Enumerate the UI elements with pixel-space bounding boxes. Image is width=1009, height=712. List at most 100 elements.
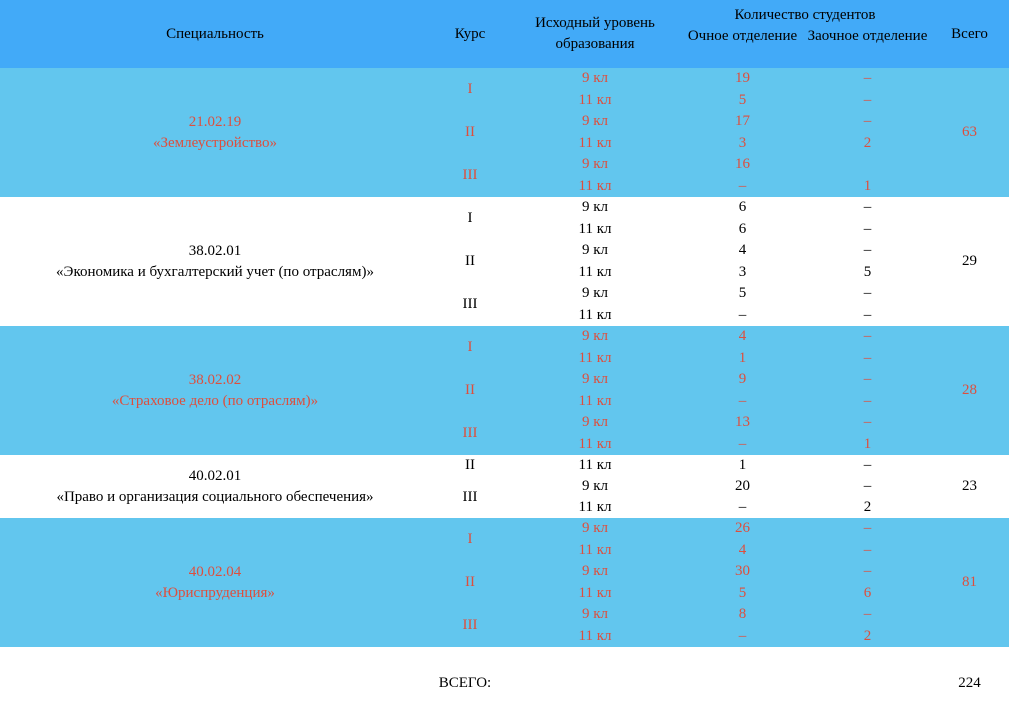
full-time-column: 19 5 17 3 16 –: [680, 68, 805, 197]
full-time-count-cell: 3: [738, 263, 747, 280]
education-level-cell: 11 кл: [578, 349, 612, 366]
header-total: Всего: [951, 25, 988, 42]
header-education-level: Исходный уровень образования: [535, 15, 655, 52]
full-time-count-cell: –: [738, 392, 747, 409]
full-time-count-cell: 6: [738, 220, 747, 237]
full-time-count-cell: 4: [738, 328, 747, 345]
course-column: I II III: [430, 197, 510, 326]
course-cell: I: [467, 339, 473, 355]
part-time-count-cell: –: [863, 541, 872, 558]
education-level-cell: 11 кл: [578, 457, 612, 473]
education-level-cell: 9 кл: [581, 113, 609, 130]
full-time-count-cell: –: [738, 435, 747, 452]
course-column: I II III: [430, 518, 510, 647]
education-level-cell: 9 кл: [581, 285, 609, 302]
full-time-count-cell: 6: [738, 199, 747, 216]
part-time-count-cell: –: [863, 220, 872, 237]
part-time-count-cell: 5: [863, 263, 872, 280]
part-time-count-cell: [805, 154, 930, 176]
full-time-column: 26 4 30 5 8 –: [680, 518, 805, 647]
full-time-count-cell: 4: [738, 242, 747, 259]
education-level-cell: 11 кл: [578, 91, 612, 108]
specialty-name: «Страховое дело (по отраслям)»: [111, 392, 319, 409]
specialty-cell: 40.02.04 «Юриспруденция»: [0, 518, 430, 647]
part-time-count-cell: –: [863, 91, 872, 108]
part-time-count-cell: –: [863, 392, 872, 409]
block-total-cell: 81: [962, 574, 977, 590]
education-level-cell: 9 кл: [581, 606, 609, 623]
full-time-count-cell: 1: [738, 457, 747, 473]
course-cell: I: [467, 210, 473, 226]
part-time-count-cell: –: [863, 328, 872, 345]
part-time-column: – – – 6 – 2: [805, 518, 930, 647]
specialty-code: 40.02.01: [188, 467, 242, 484]
course-column: II III: [430, 455, 510, 518]
part-time-count-cell: –: [863, 306, 872, 323]
full-time-column: 6 6 4 3 5 –: [680, 197, 805, 326]
education-level-cell: 9 кл: [581, 478, 609, 494]
header-students-count: Количество студентов: [734, 7, 876, 23]
block-38-02-02: 38.02.02 «Страховое дело (по отраслям)» …: [0, 326, 1009, 455]
part-time-count-cell: –: [863, 371, 872, 388]
specialty-code: 40.02.04: [188, 563, 242, 580]
full-time-count-cell: 30: [735, 563, 750, 580]
full-time-count-cell: 26: [735, 520, 750, 537]
education-level-cell: 11 кл: [578, 499, 612, 515]
block-total-cell: 29: [962, 253, 977, 269]
full-time-column: 4 1 9 – 13 –: [680, 326, 805, 455]
full-time-count-cell: –: [738, 177, 747, 194]
education-level-cell: 9 кл: [581, 70, 609, 87]
block-total-cell: 28: [962, 382, 977, 398]
full-time-column: 1 20 –: [680, 455, 805, 518]
part-time-count-cell: 2: [863, 627, 872, 644]
grand-total-label: ВСЕГО:: [438, 675, 492, 691]
part-time-count-cell: –: [863, 349, 872, 366]
header-students-group: Количество студентов Очное отделение Зао…: [680, 0, 930, 68]
header-students-subrow: Очное отделение Заочное отделение: [680, 24, 930, 68]
education-level-cell: 11 кл: [578, 435, 612, 452]
course-column: I II III: [430, 326, 510, 455]
education-level-cell: 9 кл: [581, 563, 609, 580]
block-38-02-01: 38.02.01 «Экономика и бухгалтерский учет…: [0, 197, 1009, 326]
full-time-count-cell: 1: [738, 349, 747, 366]
full-time-count-cell: 3: [738, 134, 747, 151]
education-level-cell: 11 кл: [578, 627, 612, 644]
specialty-name: «Экономика и бухгалтерский учет (по отра…: [56, 263, 374, 280]
block-total-cell: 23: [962, 478, 977, 494]
specialty-name: «Юриспруденция»: [155, 584, 275, 601]
education-level-column: 9 кл 11 кл 9 кл 11 кл 9 кл 11 кл: [510, 68, 680, 197]
part-time-count-cell: –: [863, 457, 872, 473]
full-time-count-cell: 19: [735, 70, 750, 87]
part-time-count-cell: –: [863, 285, 872, 302]
specialty-code: 38.02.02: [188, 371, 242, 388]
course-cell: I: [467, 531, 473, 547]
course-cell: III: [462, 425, 478, 441]
part-time-count-cell: –: [863, 242, 872, 259]
full-time-count-cell: 5: [738, 584, 747, 601]
education-level-column: 9 кл 11 кл 9 кл 11 кл 9 кл 11 кл: [510, 326, 680, 455]
course-cell: II: [465, 124, 475, 140]
full-time-count-cell: 17: [735, 113, 750, 130]
full-time-count-cell: 16: [735, 156, 750, 173]
full-time-count-cell: 5: [738, 91, 747, 108]
course-cell: II: [465, 382, 475, 398]
education-level-cell: 11 кл: [578, 177, 612, 194]
education-level-cell: 9 кл: [581, 328, 609, 345]
education-level-cell: 9 кл: [581, 414, 609, 431]
part-time-count-cell: 1: [863, 177, 872, 194]
block-40-02-01: 40.02.01 «Право и организация социальног…: [0, 455, 1009, 518]
specialty-code: 21.02.19: [188, 113, 242, 130]
part-time-column: – – – 2 1: [805, 68, 930, 197]
grand-total-row: ВСЕГО: 224: [0, 647, 1009, 712]
education-level-cell: 9 кл: [581, 156, 609, 173]
specialty-name: «Землеустройство»: [152, 134, 278, 151]
part-time-count-cell: 6: [863, 584, 872, 601]
full-time-count-cell: –: [738, 627, 747, 644]
part-time-count-cell: 2: [863, 499, 872, 515]
education-level-cell: 11 кл: [578, 392, 612, 409]
header-part-time: Заочное отделение: [807, 28, 928, 44]
education-level-cell: 11 кл: [578, 220, 612, 237]
full-time-count-cell: 5: [738, 285, 747, 302]
specialty-cell: 38.02.02 «Страховое дело (по отраслям)»: [0, 326, 430, 455]
specialty-cell: 38.02.01 «Экономика и бухгалтерский учет…: [0, 197, 430, 326]
